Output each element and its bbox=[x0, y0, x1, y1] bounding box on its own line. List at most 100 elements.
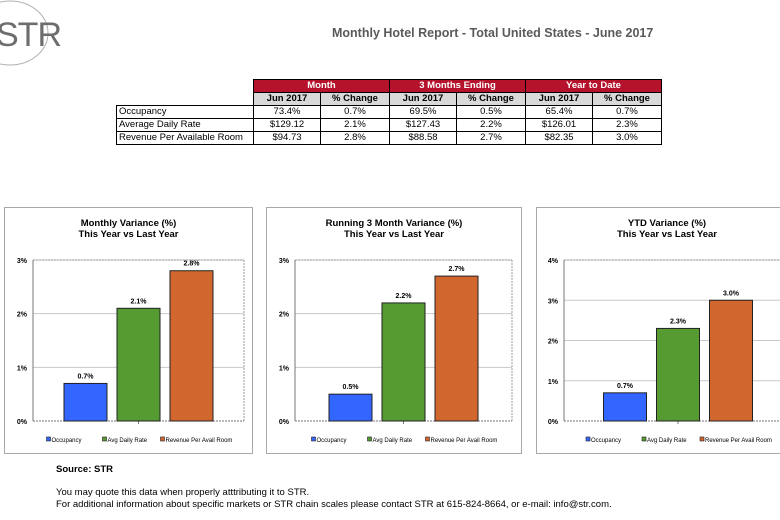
table-row-revpar: Revenue Per Available Room $94.73 2.8% $… bbox=[116, 131, 662, 145]
table-cell: $82.35 bbox=[525, 131, 593, 145]
subheader-cell: Jun 2017 bbox=[253, 92, 321, 106]
y-tick-label: 0% bbox=[548, 419, 559, 426]
table-cell: $94.73 bbox=[253, 131, 321, 145]
chart-title: Monthly Variance (%) bbox=[81, 218, 177, 229]
table-cell: $126.01 bbox=[525, 118, 593, 132]
y-tick-label: 3% bbox=[279, 258, 290, 265]
y-tick-label: 1% bbox=[548, 379, 559, 386]
table-cell: $88.58 bbox=[389, 131, 457, 145]
chart-subtitle: This Year vs Last Year bbox=[79, 229, 179, 240]
chart-title: Running 3 Month Variance (%) bbox=[326, 218, 463, 229]
bar-revenue-per-avail-room bbox=[709, 299, 753, 422]
table-cell: 2.7% bbox=[456, 131, 526, 145]
row-label: Occupancy bbox=[116, 105, 254, 119]
y-tick-label: 3% bbox=[17, 258, 28, 265]
attribution-note: You may quote this data when properly at… bbox=[56, 487, 310, 498]
subheader-cell: % Change bbox=[592, 92, 662, 106]
chart-title: YTD Variance (%) bbox=[628, 218, 706, 229]
group-header-ytd: Year to Date bbox=[525, 79, 662, 93]
table-cell: 2.1% bbox=[320, 118, 390, 132]
table-cell: 0.5% bbox=[456, 105, 526, 119]
subheader-cell: Jun 2017 bbox=[525, 92, 593, 106]
source-label: Source: STR bbox=[56, 464, 114, 475]
table-row-adr: Average Daily Rate $129.12 2.1% $127.43 … bbox=[116, 118, 662, 132]
table-cell: 0.7% bbox=[320, 105, 390, 119]
row-label: Revenue Per Available Room bbox=[116, 131, 254, 145]
bar-occupancy bbox=[603, 392, 647, 422]
y-tick-label: 2% bbox=[279, 312, 290, 319]
legend-swatch bbox=[311, 436, 316, 442]
legend-swatch bbox=[367, 436, 372, 442]
table-cell: $127.43 bbox=[389, 118, 457, 132]
subheader-cell: % Change bbox=[320, 92, 390, 106]
bar-occupancy bbox=[63, 382, 108, 422]
data-label: 0.5% bbox=[343, 384, 360, 391]
data-label: 2.8% bbox=[184, 261, 201, 268]
contact-note: For additional information about specifi… bbox=[56, 499, 612, 510]
summary-table: Month 3 Months Ending Year to Date Jun 2… bbox=[116, 79, 662, 145]
table-cell: 73.4% bbox=[253, 105, 321, 119]
data-label: 0.7% bbox=[78, 373, 95, 380]
chart-svg: Running 3 Month Variance (%)This Year vs… bbox=[279, 218, 513, 444]
legend-label: Revenue Per Avail Room bbox=[431, 438, 498, 444]
subheader-cell: Jun 2017 bbox=[389, 92, 457, 106]
chart-monthly-variance: Monthly Variance (%) This Year vs Last Ye… bbox=[4, 207, 253, 454]
group-header-month: Month bbox=[253, 79, 390, 93]
bar-avg-daily-rate bbox=[116, 307, 161, 422]
legend-label: Revenue Per Avail Room bbox=[166, 438, 233, 444]
y-tick-label: 0% bbox=[17, 419, 28, 426]
legend-swatch bbox=[425, 436, 430, 442]
table-cell: $129.12 bbox=[253, 118, 321, 132]
group-header-row: Month 3 Months Ending Year to Date bbox=[117, 79, 662, 93]
logo-text: STR bbox=[0, 16, 62, 54]
y-tick-label: 2% bbox=[17, 312, 28, 319]
data-label: 2.1% bbox=[131, 298, 148, 305]
y-tick-label: 3% bbox=[548, 298, 559, 305]
table-cell: 2.8% bbox=[320, 131, 390, 145]
subheader-cell: % Change bbox=[456, 92, 526, 106]
legend-swatch bbox=[102, 436, 107, 442]
chart-subtitle: This Year vs Last Year bbox=[617, 229, 717, 240]
data-label: 2.7% bbox=[449, 266, 466, 273]
chart-ytd-variance: YTD Variance (%) This Year vs Last Year 0%… bbox=[536, 207, 780, 454]
legend-swatch bbox=[160, 436, 165, 442]
chart-3-month-variance: Running 3 Month Variance (%) This Year vs… bbox=[266, 207, 522, 454]
y-tick-label: 4% bbox=[548, 258, 559, 265]
legend-label: Occupancy bbox=[52, 438, 82, 444]
y-tick-label: 1% bbox=[17, 365, 28, 372]
data-label: 2.2% bbox=[396, 293, 413, 300]
legend-label: Revenue Per Avail Room bbox=[705, 438, 772, 444]
table-cell: 2.3% bbox=[592, 118, 662, 132]
legend-swatch bbox=[641, 436, 647, 442]
bar-revenue-per-avail-room bbox=[169, 270, 214, 422]
empty-header bbox=[117, 80, 254, 93]
legend-swatch bbox=[699, 436, 705, 442]
legend-label: Avg Daily Rate bbox=[373, 438, 413, 444]
table-cell: 0.7% bbox=[592, 105, 662, 119]
group-header-3-months: 3 Months Ending bbox=[389, 79, 526, 93]
data-label: 3.0% bbox=[723, 290, 740, 297]
legend-label: Avg Daily Rate bbox=[108, 438, 148, 444]
bar-revenue-per-avail-room bbox=[434, 275, 479, 422]
legend-swatch bbox=[46, 436, 51, 442]
chart-subtitle: This Year vs Last Year bbox=[344, 229, 444, 240]
data-label: 0.7% bbox=[617, 383, 634, 390]
chart-svg: YTD Variance (%)This Year vs Last Year 0%… bbox=[548, 218, 780, 444]
logo-circle-icon bbox=[0, 0, 49, 66]
chart-svg: Monthly Variance (%)This Year vs Last Ye… bbox=[17, 218, 245, 444]
bar-avg-daily-rate bbox=[656, 327, 700, 422]
legend-label: Occupancy bbox=[317, 438, 347, 444]
table-cell: 3.0% bbox=[592, 131, 662, 145]
row-label: Average Daily Rate bbox=[116, 118, 254, 132]
report-title: Monthly Hotel Report - Total United Stat… bbox=[332, 26, 654, 40]
legend-swatch bbox=[585, 436, 591, 442]
table-cell: 2.2% bbox=[456, 118, 526, 132]
sub-header-row: Jun 2017 % Change Jun 2017 % Change Jun … bbox=[117, 92, 662, 106]
bar-occupancy bbox=[328, 393, 373, 422]
legend-label: Occupancy bbox=[591, 438, 621, 444]
table-row-occupancy: Occupancy 73.4% 0.7% 69.5% 0.5% 65.4% 0.… bbox=[116, 105, 662, 119]
y-tick-label: 2% bbox=[548, 339, 559, 346]
y-tick-label: 0% bbox=[279, 419, 290, 426]
data-label: 2.3% bbox=[670, 318, 687, 325]
y-tick-label: 1% bbox=[279, 365, 290, 372]
